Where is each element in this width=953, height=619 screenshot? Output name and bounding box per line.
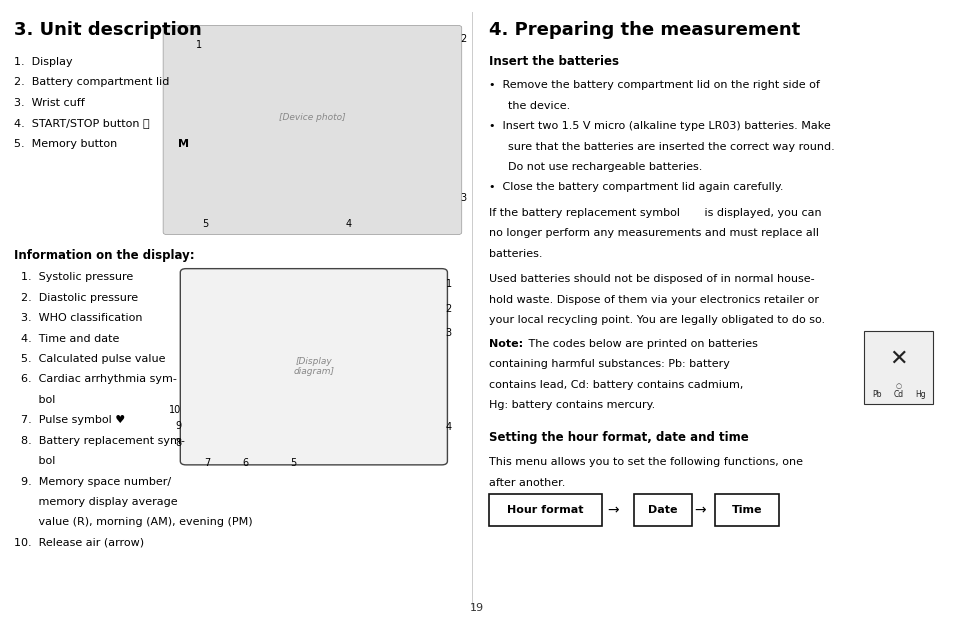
Text: containing harmful substances: Pb: battery: containing harmful substances: Pb: batte… (489, 359, 729, 369)
Bar (634, 495, 691, 526)
Text: 4. Preparing the measurement: 4. Preparing the measurement (489, 21, 800, 39)
Text: 1.  Display: 1. Display (14, 57, 72, 67)
Text: 5: 5 (202, 219, 208, 229)
Text: Cd: Cd (893, 390, 902, 399)
Text: 4: 4 (445, 422, 451, 432)
Text: Hg: Hg (914, 390, 925, 399)
Text: sure that the batteries are inserted the correct way round.: sure that the batteries are inserted the… (508, 142, 835, 152)
Text: 4: 4 (345, 219, 351, 229)
Text: If the battery replacement symbol       is displayed, you can: If the battery replacement symbol is dis… (489, 208, 821, 218)
Text: •  Remove the battery compartment lid on the right side of: • Remove the battery compartment lid on … (489, 80, 820, 90)
Text: 2: 2 (445, 305, 452, 314)
Text: [Device photo]: [Device photo] (279, 113, 345, 122)
Text: Used batteries should not be disposed of in normal house-: Used batteries should not be disposed of… (489, 274, 814, 284)
Text: [Display
diagram]: [Display diagram] (294, 357, 334, 376)
Text: 3. Unit description: 3. Unit description (14, 21, 202, 39)
Text: ○: ○ (895, 383, 901, 389)
Text: Note:: Note: (489, 339, 523, 348)
Text: The codes below are printed on batteries: The codes below are printed on batteries (524, 339, 757, 348)
Text: Insert the batteries: Insert the batteries (489, 54, 618, 67)
Text: hold waste. Dispose of them via your electronics retailer or: hold waste. Dispose of them via your ele… (489, 295, 819, 305)
Text: Date: Date (648, 505, 677, 515)
Text: Time: Time (731, 505, 761, 515)
Text: memory display average: memory display average (14, 497, 178, 507)
Text: 2.  Battery compartment lid: 2. Battery compartment lid (14, 77, 170, 87)
Text: 2.  Diastolic pressure: 2. Diastolic pressure (14, 293, 138, 303)
Text: →: → (607, 503, 618, 517)
Bar (489, 495, 601, 526)
Text: 5.  Memory button: 5. Memory button (14, 139, 121, 149)
Text: 8: 8 (175, 438, 181, 448)
Text: 4.  START/STOP button ⓘ: 4. START/STOP button ⓘ (14, 118, 150, 128)
Text: 3.  WHO classification: 3. WHO classification (14, 313, 143, 323)
Bar (863, 331, 932, 404)
Text: 10.  Release air (arrow): 10. Release air (arrow) (14, 538, 144, 548)
Text: no longer perform any measurements and must replace all: no longer perform any measurements and m… (489, 228, 819, 238)
Text: 3: 3 (445, 328, 451, 338)
Text: 7: 7 (204, 458, 210, 468)
Text: bol: bol (14, 395, 55, 405)
Text: Setting the hour format, date and time: Setting the hour format, date and time (489, 431, 748, 444)
Text: 5.  Calculated pulse value: 5. Calculated pulse value (14, 354, 166, 364)
Text: M: M (178, 139, 190, 149)
Text: 10: 10 (169, 405, 181, 415)
Text: 4.  Time and date: 4. Time and date (14, 334, 119, 344)
Text: 3: 3 (459, 193, 465, 203)
Text: 6: 6 (242, 458, 248, 468)
Text: 1: 1 (195, 40, 201, 50)
Text: 2: 2 (459, 34, 466, 44)
Text: 3.  Wrist cuff: 3. Wrist cuff (14, 98, 85, 108)
Text: 1: 1 (445, 279, 451, 288)
Text: •  Close the battery compartment lid again carefully.: • Close the battery compartment lid agai… (489, 183, 783, 193)
Bar (714, 495, 779, 526)
Text: 19: 19 (470, 603, 483, 613)
Text: •  Insert two 1.5 V micro (alkaline type LR03) batteries. Make: • Insert two 1.5 V micro (alkaline type … (489, 121, 830, 131)
Text: 9: 9 (175, 421, 181, 431)
Text: bol: bol (14, 456, 55, 466)
Text: 7.  Pulse symbol ♥: 7. Pulse symbol ♥ (14, 415, 126, 425)
Text: ✕: ✕ (888, 348, 907, 368)
Text: value (R), morning (AM), evening (PM): value (R), morning (AM), evening (PM) (14, 517, 253, 527)
Text: your local recycling point. You are legally obligated to do so.: your local recycling point. You are lega… (489, 315, 824, 325)
Text: →: → (694, 503, 705, 517)
Text: Do not use rechargeable batteries.: Do not use rechargeable batteries. (508, 162, 702, 172)
Text: after another.: after another. (489, 478, 565, 488)
Text: 5: 5 (290, 458, 295, 468)
Text: 1.  Systolic pressure: 1. Systolic pressure (14, 272, 133, 282)
Text: batteries.: batteries. (489, 249, 542, 259)
Text: 9.  Memory space number/: 9. Memory space number/ (14, 477, 172, 487)
FancyBboxPatch shape (180, 269, 447, 465)
Text: Hour format: Hour format (507, 505, 583, 515)
Text: contains lead, Cd: battery contains cadmium,: contains lead, Cd: battery contains cadm… (489, 379, 743, 389)
Text: the device.: the device. (508, 101, 570, 111)
FancyBboxPatch shape (163, 25, 461, 235)
Text: Information on the display:: Information on the display: (14, 249, 194, 262)
Text: Hg: battery contains mercury.: Hg: battery contains mercury. (489, 400, 655, 410)
Text: Pb: Pb (871, 390, 881, 399)
Text: 8.  Battery replacement sym-: 8. Battery replacement sym- (14, 436, 185, 446)
Text: This menu allows you to set the following functions, one: This menu allows you to set the followin… (489, 457, 802, 467)
Text: 6.  Cardiac arrhythmia sym-: 6. Cardiac arrhythmia sym- (14, 374, 177, 384)
